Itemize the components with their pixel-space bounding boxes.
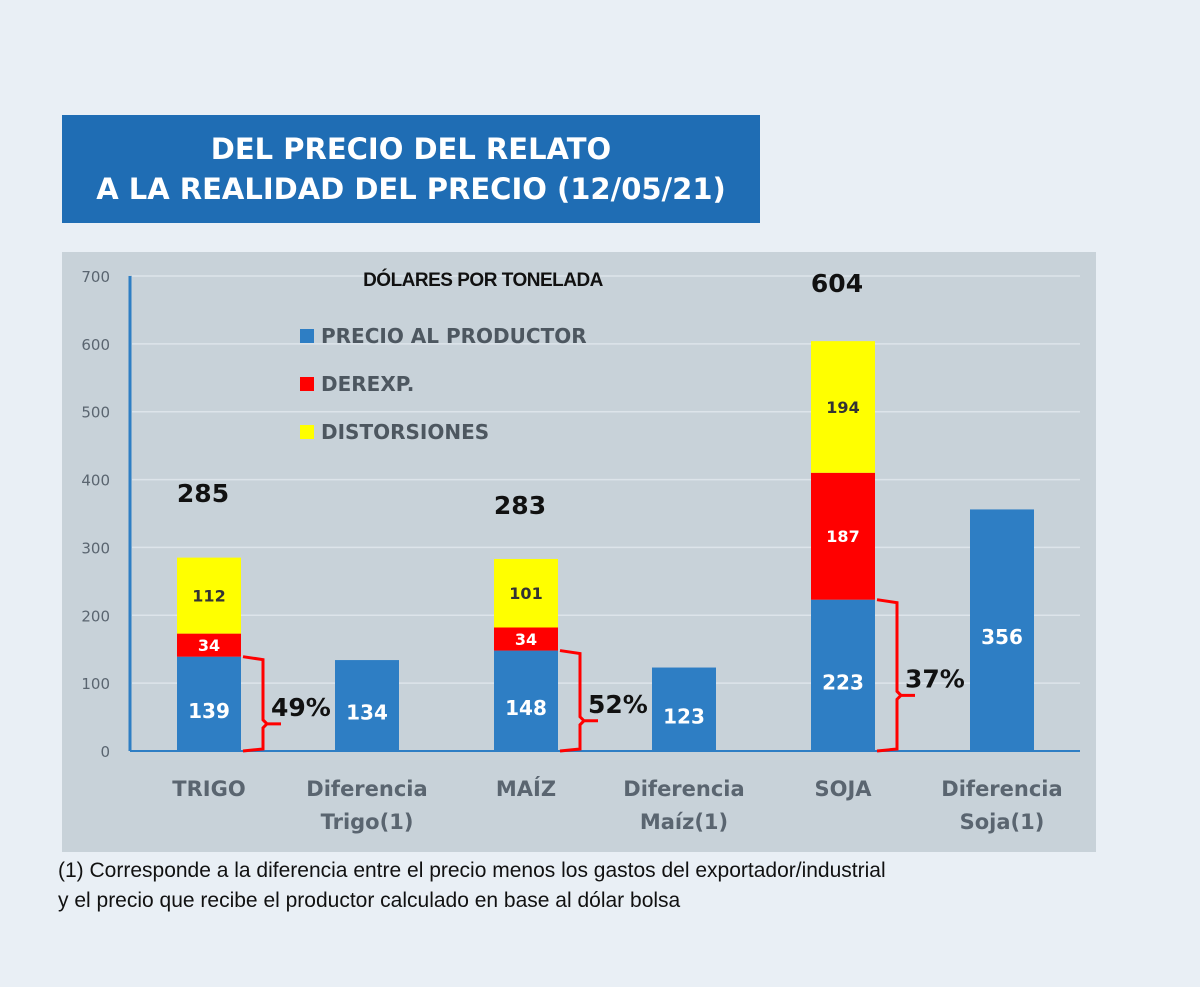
data-label: 223 <box>822 670 864 694</box>
title-line-2: A LA REALIDAD DEL PRECIO (12/05/21) <box>96 172 726 206</box>
chart-subtitle: DÓLARES POR TONELADA <box>363 269 604 291</box>
bar-segment <box>811 341 875 473</box>
data-label: 194 <box>826 398 859 417</box>
bar-segment <box>177 633 241 657</box>
total-label: 283 <box>494 491 546 520</box>
title-line-1: DEL PRECIO DEL RELATO <box>210 132 612 166</box>
y-tick-label: 600 <box>81 336 110 354</box>
data-label: 112 <box>192 587 225 606</box>
bar-segment <box>335 660 399 751</box>
percent-annotation: 49% <box>271 693 331 722</box>
legend-swatch-0 <box>300 329 314 343</box>
legend-swatch-2 <box>300 425 314 439</box>
bracket <box>559 649 598 753</box>
footnote-line-2: y el precio que recibe el productor calc… <box>58 889 681 912</box>
footnote-line-1: (1) Corresponde a la diferencia entre el… <box>58 859 886 882</box>
bar-segment <box>494 558 558 628</box>
x-tick-label: MAÍZ <box>496 776 556 801</box>
footnote: (1) Corresponde a la diferencia entre el… <box>58 856 886 916</box>
y-tick-label: 200 <box>81 607 110 625</box>
x-tick-label: Diferencia <box>941 777 1062 801</box>
y-tick-label: 300 <box>81 539 110 557</box>
total-label: 285 <box>177 479 229 508</box>
bar-segment <box>970 509 1034 751</box>
data-label: 187 <box>826 527 859 546</box>
bar-segment <box>811 599 875 751</box>
data-label: 356 <box>981 625 1023 649</box>
bracket <box>876 598 915 753</box>
legend-swatch-1 <box>300 377 314 391</box>
y-tick-label: 700 <box>81 268 110 286</box>
x-tick-label: Soja(1) <box>960 810 1045 834</box>
bar-segment <box>177 557 241 634</box>
y-tick-label: 400 <box>81 472 110 490</box>
total-label: 604 <box>811 269 863 298</box>
data-label: 34 <box>198 636 220 655</box>
x-tick-label: TRIGO <box>172 777 245 801</box>
bar-segment <box>811 472 875 600</box>
percent-annotation: 52% <box>588 690 648 719</box>
data-label: 101 <box>509 584 542 603</box>
bar-segment <box>494 627 558 651</box>
legend-label: PRECIO AL PRODUCTOR <box>321 324 587 348</box>
x-tick-label: Diferencia <box>306 777 427 801</box>
data-label: 139 <box>188 699 230 723</box>
data-label: 34 <box>515 630 537 649</box>
data-label: 148 <box>505 696 547 720</box>
legend-label: DISTORSIONES <box>321 420 489 444</box>
y-tick-label: 0 <box>100 743 110 761</box>
bracket <box>242 655 281 753</box>
data-label: 123 <box>663 704 705 728</box>
bar-segment <box>652 667 716 751</box>
y-tick-label: 500 <box>81 404 110 422</box>
x-tick-label: Diferencia <box>623 777 744 801</box>
x-tick-label: Trigo(1) <box>321 810 414 834</box>
data-label: 134 <box>346 701 388 725</box>
bar-segment <box>177 656 241 751</box>
bar-segment <box>494 650 558 751</box>
legend-label: DEREXP. <box>321 372 414 396</box>
y-tick-label: 100 <box>81 675 110 693</box>
chart-title-banner: DEL PRECIO DEL RELATO A LA REALIDAD DEL … <box>62 115 760 223</box>
x-tick-label: SOJA <box>814 777 872 801</box>
x-tick-label: Maíz(1) <box>640 810 728 834</box>
percent-annotation: 37% <box>905 664 965 693</box>
